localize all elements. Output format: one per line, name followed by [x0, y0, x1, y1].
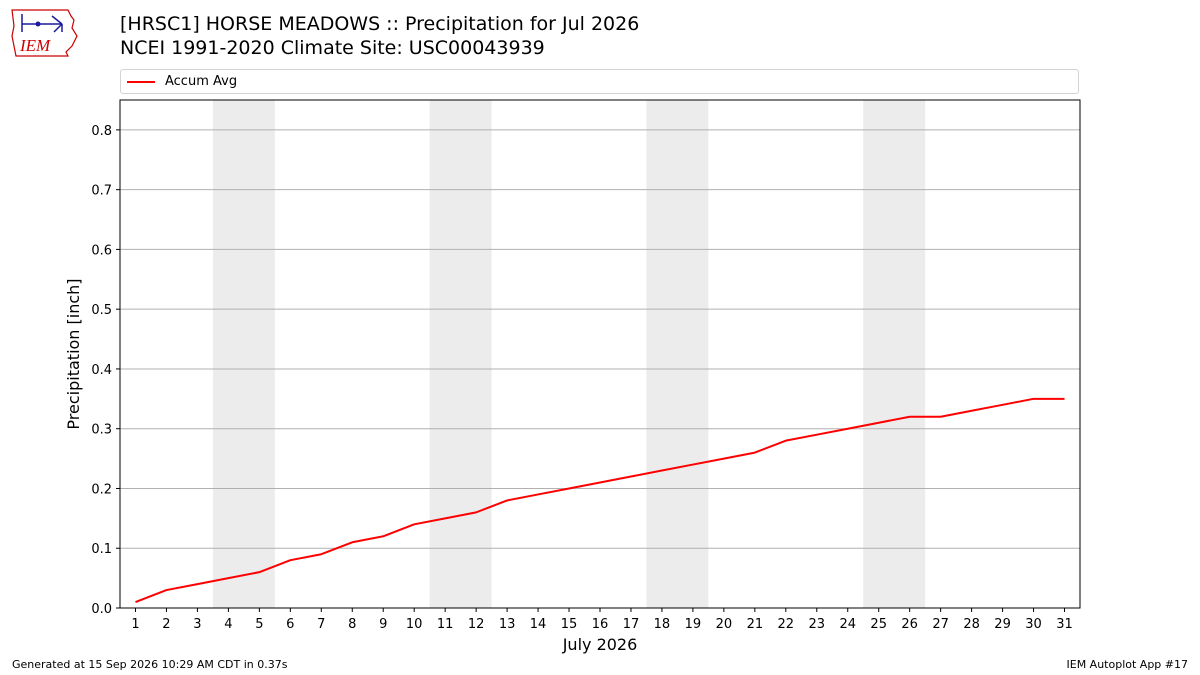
iowa-outline [11, 9, 78, 57]
x-tick-label-30: 31 [1056, 617, 1073, 632]
x-tick-label-1: 2 [162, 617, 170, 632]
weekend-shade-4 [863, 100, 926, 608]
y-tick-label-2: 0.2 [91, 482, 112, 497]
x-tick-label-0: 1 [131, 617, 139, 632]
plot-frame [119, 99, 1081, 609]
x-tick-label-4: 5 [255, 617, 263, 632]
y-tick-label-0: 0.0 [91, 602, 112, 617]
x-tick-label-8: 9 [379, 617, 387, 632]
x-tick-label-7: 8 [348, 617, 356, 632]
series-line-accum-avg [135, 397, 1065, 603]
y-tick-label-6: 0.6 [91, 243, 112, 258]
x-tick-label-13: 14 [530, 617, 547, 632]
footer-app-id: IEM Autoplot App #17 [1066, 658, 1189, 671]
y-axis-label: Precipitation [inch] [64, 278, 83, 429]
x-tick-label-24: 25 [870, 617, 887, 632]
footer-generated: Generated at 15 Sep 2026 10:29 AM CDT in… [12, 658, 288, 671]
x-tick-label-19: 20 [716, 617, 733, 632]
weather-vane [21, 14, 63, 33]
x-tick-label-2: 3 [193, 617, 201, 632]
y-tick-label-8: 0.8 [91, 124, 112, 139]
vane-dot [35, 21, 41, 27]
iem-logo-icon: IEM [11, 9, 78, 57]
x-tick-label-9: 10 [406, 617, 423, 632]
x-tick-label-25: 26 [901, 617, 918, 632]
x-tick-label-28: 29 [994, 617, 1011, 632]
x-tick-label-16: 17 [623, 617, 640, 632]
legend: Accum Avg [120, 69, 1079, 94]
chart-title: [HRSC1] HORSE MEADOWS :: Precipitation f… [120, 13, 640, 35]
legend-swatch-accum-avg [127, 81, 155, 83]
x-tick-label-6: 7 [317, 617, 325, 632]
x-tick-label-11: 12 [468, 617, 485, 632]
x-tick-label-10: 11 [437, 617, 454, 632]
x-tick-label-21: 22 [778, 617, 795, 632]
x-tick-label-23: 24 [839, 617, 856, 632]
x-tick-label-15: 16 [592, 617, 609, 632]
weekend-shade-2 [429, 100, 492, 608]
x-tick-label-3: 4 [224, 617, 232, 632]
logo-text: IEM [19, 36, 51, 55]
weekend-shade-1 [212, 100, 275, 608]
x-tick-label-22: 23 [809, 617, 826, 632]
x-tick-label-27: 28 [963, 617, 980, 632]
chart-subtitle: NCEI 1991-2020 Climate Site: USC00043939 [120, 37, 545, 59]
y-tick-label-3: 0.3 [91, 423, 112, 438]
weekend-shade-3 [646, 100, 709, 608]
x-tick-label-14: 15 [561, 617, 578, 632]
y-tick-label-5: 0.5 [91, 303, 112, 318]
x-tick-label-20: 21 [747, 617, 764, 632]
y-tick-label-4: 0.4 [91, 363, 112, 378]
x-tick-label-18: 19 [685, 617, 702, 632]
x-tick-label-26: 27 [932, 617, 949, 632]
legend-label-accum-avg: Accum Avg [165, 74, 238, 89]
y-tick-label-7: 0.7 [91, 184, 112, 199]
x-tick-label-29: 30 [1025, 617, 1042, 632]
x-tick-label-17: 18 [654, 617, 671, 632]
x-tick-label-12: 13 [499, 617, 516, 632]
y-tick-label-1: 0.1 [91, 542, 112, 557]
x-tick-label-5: 6 [286, 617, 294, 632]
x-axis-label: July 2026 [562, 635, 638, 654]
